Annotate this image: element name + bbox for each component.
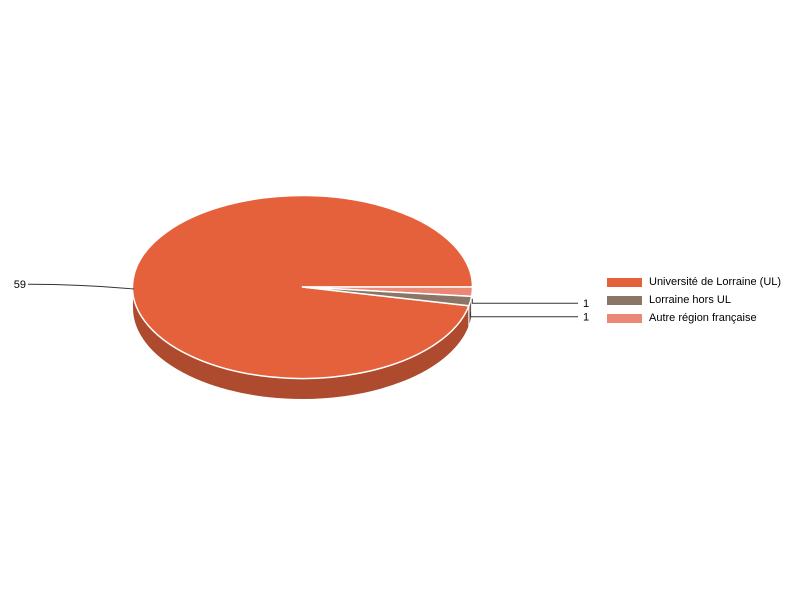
data-label-lorraine-hors-ul: 1 [583,312,589,324]
leader-line-lorraine-hors-ul [469,312,578,318]
legend-swatch [607,313,642,323]
legend: Université de Lorraine (UL) Lorraine hors… [607,275,782,331]
leader-line-autre-region-francaise [471,298,578,304]
legend-swatch [607,295,642,305]
legend-item-autre-region-francaise[interactable]: Autre région française [607,311,781,324]
legend-swatch [607,277,642,287]
data-label-universite-de-lorraine-ul: 59 [14,279,26,291]
data-label-autre-region-francaise: 1 [583,298,589,310]
pie-slice-lorraine-hors-ul[interactable] [301,286,473,307]
legend-label: Autre région française [649,311,757,324]
legend-label: Université de Lorraine (UL) [649,275,782,288]
legend-label: Lorraine hors UL [649,293,731,306]
legend-item-universite-de-lorraine-ul[interactable]: Université de Lorraine (UL) [607,275,782,288]
legend-item-lorraine-hors-ul[interactable]: Lorraine hors UL [607,293,781,306]
pie-slice-universite-de-lorraine-ul[interactable] [131,194,474,380]
leader-line-universite-de-lorraine-ul [27,283,135,290]
